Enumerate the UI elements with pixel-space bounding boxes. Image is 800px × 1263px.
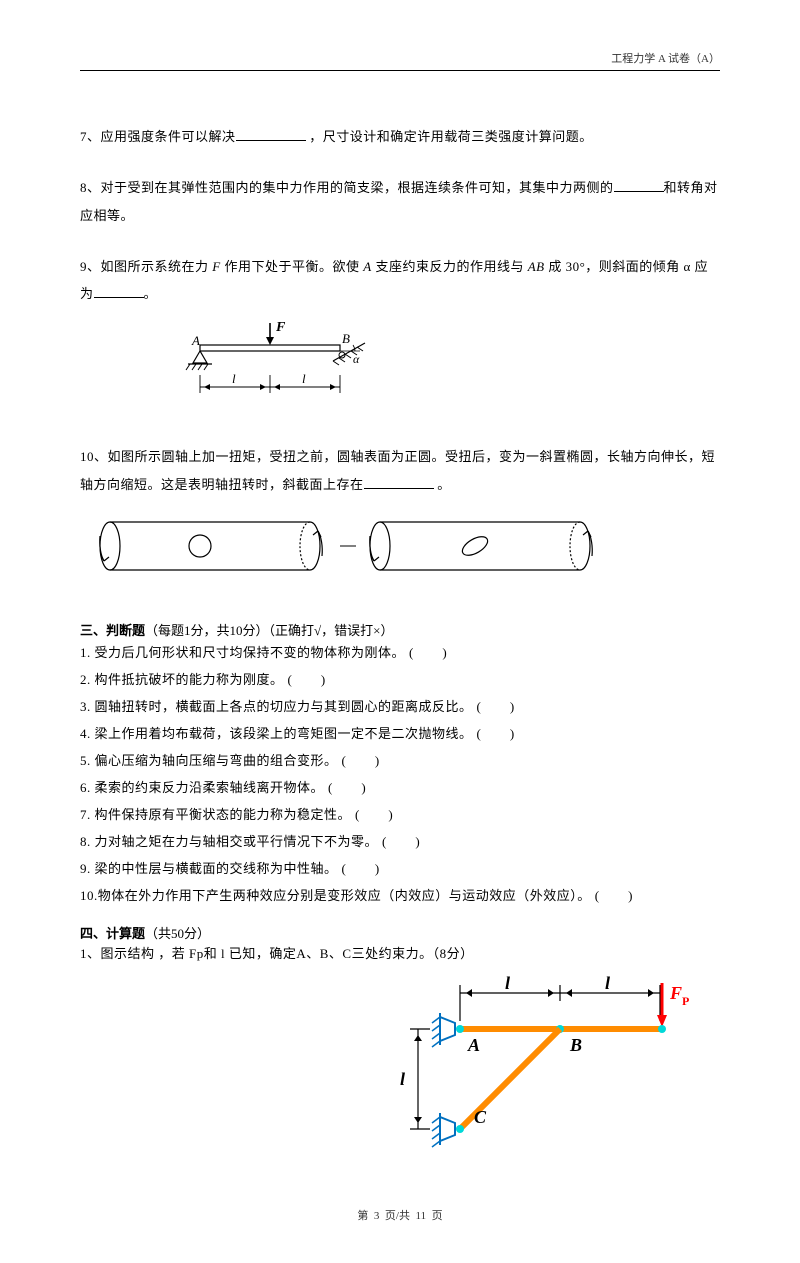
svg-text:A: A [191, 333, 200, 348]
svg-text:F: F [275, 320, 286, 335]
section-3-title: 三、判断题 [80, 623, 145, 638]
svg-text:l: l [505, 973, 510, 993]
tf-paren-1: ( ) [409, 640, 455, 666]
tf-paren-5: ( ) [342, 748, 388, 774]
question-9: 9、如图所示系统在力 F 作用下处于平衡。欲使 A 支座约束反力的作用线与 AB… [80, 253, 720, 308]
tf-text-1: 1. 受力后几何形状和尺寸均保持不变的物体称为刚体。 [80, 645, 405, 660]
svg-text:A: A [467, 1035, 480, 1055]
tf-paren-7: ( ) [355, 802, 401, 828]
tf-item-9: 9. 梁的中性层与横截面的交线称为中性轴。 ( ) [80, 856, 720, 882]
footer-mid: 页/共 [385, 1210, 410, 1222]
q9-var-F: F [212, 259, 220, 274]
section-3: 三、判断题（每题1分，共10分）（正确打√，错误打×） 1. 受力后几何形状和尺… [80, 620, 720, 909]
tf-text-10: 10.物体在外力作用下产生两种效应分别是变形效应（内效应）与运动效应（外效应）。 [80, 888, 591, 903]
svg-text:α: α [353, 352, 360, 366]
tf-paren-10: ( ) [595, 883, 641, 909]
q9-var-AB: AB [528, 259, 545, 274]
q10-blank [364, 475, 434, 489]
q9-figure: A B α F [80, 315, 720, 419]
footer-total: 11 [415, 1210, 426, 1222]
footer-post: 页 [432, 1210, 443, 1222]
tf-paren-6: ( ) [328, 775, 374, 801]
q10-post: 。 [434, 477, 451, 492]
tf-text-4: 4. 梁上作用着均布载荷，该段梁上的弯矩图一定不是二次抛物线。 [80, 726, 473, 741]
svg-text:B: B [569, 1035, 582, 1055]
tf-text-7: 7. 构件保持原有平衡状态的能力称为稳定性。 [80, 807, 351, 822]
footer-pre: 第 [357, 1210, 368, 1222]
section-4-meta: （共50分） [145, 926, 210, 941]
footer-page: 3 [374, 1210, 380, 1222]
tf-item-4: 4. 梁上作用着均布载荷，该段梁上的弯矩图一定不是二次抛物线。 ( ) [80, 721, 720, 747]
q7-blank [236, 127, 306, 141]
q10-figure [80, 506, 720, 590]
svg-text:C: C [474, 1107, 487, 1127]
tf-text-9: 9. 梁的中性层与横截面的交线称为中性轴。 [80, 861, 338, 876]
q7-post: ，尺寸设计和确定许用载荷三类强度计算问题。 [306, 129, 593, 144]
tf-item-5: 5. 偏心压缩为轴向压缩与弯曲的组合变形。 ( ) [80, 748, 720, 774]
q8-blank [614, 178, 664, 192]
tf-text-5: 5. 偏心压缩为轴向压缩与弯曲的组合变形。 [80, 753, 338, 768]
tf-paren-3: ( ) [477, 694, 523, 720]
q9-mid2: 支座约束反力的作用线与 [372, 259, 528, 274]
q4-figure: l l F P A B C [80, 973, 720, 1177]
section-4-q1: 1、图示结构 ，若 Fp和 l 已知，确定A、B、C三处约束力。（8分） [80, 942, 720, 965]
tf-paren-2: ( ) [288, 667, 334, 693]
page-footer: 第 3 页/共 11 页 [80, 1207, 720, 1223]
section-4-title: 四、计算题 [80, 926, 145, 941]
question-10: 10、如图所示圆轴上加一扭矩，受扭之前，圆轴表面为正圆。受扭后，变为一斜置椭圆，… [80, 443, 720, 498]
q9-pre: 9、如图所示系统在力 [80, 259, 212, 274]
tf-text-6: 6. 柔索的约束反力沿柔索轴线离开物体。 [80, 780, 324, 795]
q9-var-A: A [363, 259, 371, 274]
svg-text:l: l [605, 973, 610, 993]
question-7: 7、应用强度条件可以解决 ，尺寸设计和确定许用载荷三类强度计算问题。 [80, 123, 720, 150]
tf-item-3: 3. 圆轴扭转时，横截面上各点的切应力与其到圆心的距离成反比。 ( ) [80, 694, 720, 720]
q8-pre: 8、对于受到在其弹性范围内的集中力作用的简支梁，根据连续条件可知，其集中力两侧的 [80, 180, 614, 195]
tf-item-7: 7. 构件保持原有平衡状态的能力称为稳定性。 ( ) [80, 802, 720, 828]
q9-post: 。 [144, 286, 158, 301]
question-8: 8、对于受到在其弹性范围内的集中力作用的简支梁，根据连续条件可知，其集中力两侧的… [80, 174, 720, 229]
svg-text:l: l [232, 371, 236, 386]
tf-item-2: 2. 构件抵抗破坏的能力称为刚度。 ( ) [80, 667, 720, 693]
svg-text:l: l [302, 371, 306, 386]
tf-paren-9: ( ) [342, 856, 388, 882]
section-4: 四、计算题（共50分） 1、图示结构 ，若 Fp和 l 已知，确定A、B、C三处… [80, 923, 720, 965]
q9-blank [94, 284, 144, 298]
tf-text-3: 3. 圆轴扭转时，横截面上各点的切应力与其到圆心的距离成反比。 [80, 699, 473, 714]
section-3-meta: （每题1分，共10分）（正确打√，错误打×） [145, 623, 393, 638]
tf-text-2: 2. 构件抵抗破坏的能力称为刚度。 [80, 672, 284, 687]
svg-text:l: l [400, 1069, 405, 1089]
q9-mid1: 作用下处于平衡。欲使 [221, 259, 364, 274]
tf-text-8: 8. 力对轴之矩在力与轴相交或平行情况下不为零。 [80, 834, 378, 849]
tf-paren-4: ( ) [477, 721, 523, 747]
tf-item-1: 1. 受力后几何形状和尺寸均保持不变的物体称为刚体。 ( ) [80, 640, 720, 666]
tf-paren-8: ( ) [382, 829, 428, 855]
tf-list: 1. 受力后几何形状和尺寸均保持不变的物体称为刚体。 ( ) 2. 构件抵抗破坏的… [80, 640, 720, 909]
tf-item-10: 10.物体在外力作用下产生两种效应分别是变形效应（内效应）与运动效应（外效应）。… [80, 883, 720, 909]
tf-item-8: 8. 力对轴之矩在力与轴相交或平行情况下不为零。 ( ) [80, 829, 720, 855]
tf-item-6: 6. 柔索的约束反力沿柔索轴线离开物体。 ( ) [80, 775, 720, 801]
svg-text:P: P [682, 994, 689, 1008]
q7-pre: 7、应用强度条件可以解决 [80, 129, 236, 144]
svg-text:B: B [342, 331, 350, 346]
svg-text:F: F [669, 983, 682, 1003]
page-header: 工程力学 A 试卷（A） [80, 50, 720, 71]
